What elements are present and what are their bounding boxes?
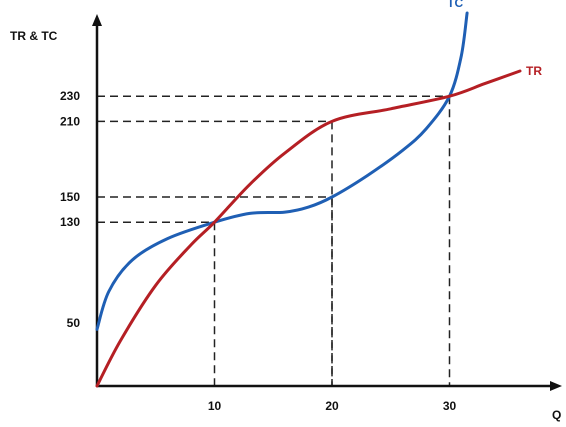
axes: TR & TC Q <box>10 14 562 422</box>
series-tr-line <box>95 69 522 388</box>
y-tick-210: 210 <box>60 114 80 128</box>
series-tc-label: TC <box>447 0 463 10</box>
y-tick-150: 150 <box>60 190 80 204</box>
x-tick-30: 30 <box>443 399 457 413</box>
y-axis-label: TR & TC <box>10 29 58 43</box>
y-tick-130: 130 <box>60 215 80 229</box>
y-tick-50: 50 <box>67 316 81 330</box>
x-tick-10: 10 <box>208 399 222 413</box>
x-axis-arrow <box>550 381 562 391</box>
x-tick-20: 20 <box>325 399 339 413</box>
tick-labels: 50 130 150 210 230 10 20 30 <box>60 89 457 413</box>
series-tc-line <box>95 11 469 331</box>
series-tr-label: TR <box>526 64 542 78</box>
x-axis-label: Q <box>552 408 561 422</box>
guide-lines <box>97 95 451 386</box>
y-tick-230: 230 <box>60 89 80 103</box>
series: TC TR <box>95 0 542 388</box>
y-axis-arrow <box>92 14 102 26</box>
